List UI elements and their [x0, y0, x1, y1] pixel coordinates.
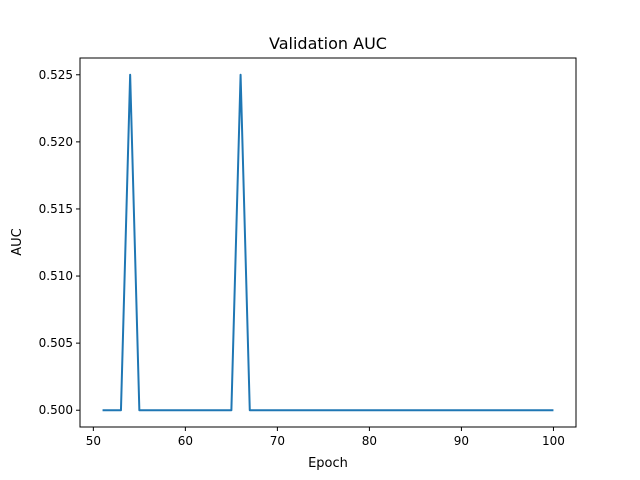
y-tick-label: 0.500	[39, 403, 73, 417]
x-tick-label: 100	[542, 434, 565, 448]
y-tick-label: 0.515	[39, 202, 73, 216]
y-tick-label: 0.505	[39, 336, 73, 350]
y-axis-label: AUC	[10, 228, 25, 256]
x-axis: 50 60 70 80 90 100	[86, 427, 565, 448]
x-tick-label: 90	[454, 434, 469, 448]
chart-title: Validation AUC	[269, 34, 387, 53]
plot-series	[102, 73, 554, 412]
y-tick-label: 0.520	[39, 135, 73, 149]
x-tick-label: 80	[362, 434, 377, 448]
y-tick-label: 0.510	[39, 269, 73, 283]
x-tick-label: 60	[178, 434, 193, 448]
plot-frame	[79, 57, 577, 428]
series-line-1	[102, 73, 554, 412]
y-axis: 0.500 0.505 0.510 0.515 0.520 0.525	[39, 68, 80, 417]
x-tick-label: 50	[86, 434, 101, 448]
x-axis-label: Epoch	[308, 456, 348, 471]
y-tick-label: 0.525	[39, 68, 73, 82]
x-tick-label: 70	[270, 434, 285, 448]
